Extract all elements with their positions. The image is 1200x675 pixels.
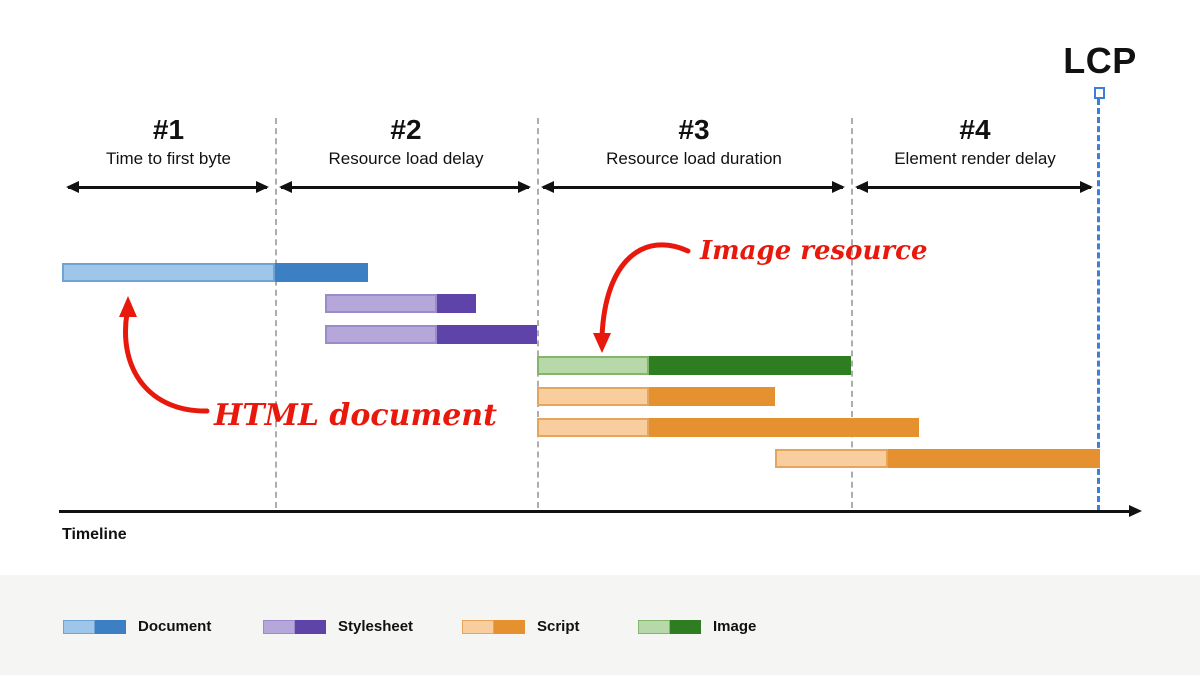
image-resource-arrow xyxy=(599,242,691,340)
image-bar xyxy=(537,356,851,375)
stylesheet-bar xyxy=(325,325,537,344)
html-document-arrow xyxy=(123,310,210,414)
phase-divider-2 xyxy=(537,118,539,508)
phase-1-number: #1 xyxy=(152,114,185,145)
phase-2: #2 Resource load delay xyxy=(275,115,537,169)
timeline-axis xyxy=(59,505,1142,517)
legend-label-document: Document xyxy=(138,618,212,635)
script-swatch-icon xyxy=(462,619,525,634)
script-bar xyxy=(775,449,1100,468)
phase-4-span-arrow xyxy=(855,181,1093,193)
legend-item-image: Image xyxy=(638,618,756,635)
script-bar-load-segment xyxy=(888,449,1100,468)
document-bar xyxy=(62,263,368,282)
stylesheet-swatch-icon xyxy=(263,619,326,634)
phase-4-label: Element render delay xyxy=(894,149,1056,168)
lcp-dashed-line xyxy=(1097,99,1100,511)
stylesheet-bar-load-segment xyxy=(437,325,537,344)
timeline-label: Timeline xyxy=(62,526,127,543)
script-bar-load-segment xyxy=(649,387,775,406)
script-bar xyxy=(537,387,775,406)
document-bar-delay-segment xyxy=(62,263,275,282)
phase-2-label: Resource load delay xyxy=(328,149,484,168)
html-document-arrowhead xyxy=(119,296,137,317)
legend-item-document: Document xyxy=(63,618,211,635)
annotation-image-resource: Image resource xyxy=(700,236,928,266)
phase-3-label: Resource load duration xyxy=(606,149,782,168)
phase-2-number: #2 xyxy=(390,114,422,145)
image-resource-arrowhead xyxy=(593,333,611,353)
script-bar-delay-segment xyxy=(537,387,649,406)
image-swatch-icon xyxy=(638,619,701,634)
legend: Document Stylesheet Script Image xyxy=(0,575,1200,675)
phase-4-number: #4 xyxy=(959,114,991,145)
legend-label-stylesheet: Stylesheet xyxy=(338,618,414,635)
script-bar-load-segment xyxy=(649,418,919,437)
stylesheet-bar-delay-segment xyxy=(325,294,437,313)
phase-divider-3 xyxy=(851,118,853,508)
annotation-html-document: HTML document xyxy=(214,398,497,433)
document-swatch-icon xyxy=(63,619,126,634)
phase-3-number: #3 xyxy=(678,114,710,145)
lcp-marker-icon xyxy=(1094,87,1105,99)
phase-4: #4 Element render delay xyxy=(851,115,1099,169)
legend-item-stylesheet: Stylesheet xyxy=(263,618,413,635)
stylesheet-bar xyxy=(325,294,476,313)
lcp-title: LCP xyxy=(1063,40,1137,81)
legend-label-image: Image xyxy=(713,618,757,635)
stylesheet-bar-delay-segment xyxy=(325,325,437,344)
stylesheet-bar-load-segment xyxy=(437,294,476,313)
legend-item-script: Script xyxy=(462,618,580,635)
phase-1: #1 Time to first byte xyxy=(62,115,275,169)
phase-3-span-arrow xyxy=(541,181,845,193)
script-bar-delay-segment xyxy=(537,418,649,437)
phase-3: #3 Resource load duration xyxy=(537,115,851,169)
image-bar-load-segment xyxy=(649,356,851,375)
script-bar xyxy=(537,418,919,437)
phase-2-span-arrow xyxy=(279,181,531,193)
script-bar-delay-segment xyxy=(775,449,888,468)
phase-1-label: Time to first byte xyxy=(105,149,231,168)
phase-divider-1 xyxy=(275,118,277,508)
image-bar-delay-segment xyxy=(537,356,649,375)
legend-label-script: Script xyxy=(537,618,580,635)
phase-1-span-arrow xyxy=(66,181,269,193)
document-bar-load-segment xyxy=(275,263,368,282)
